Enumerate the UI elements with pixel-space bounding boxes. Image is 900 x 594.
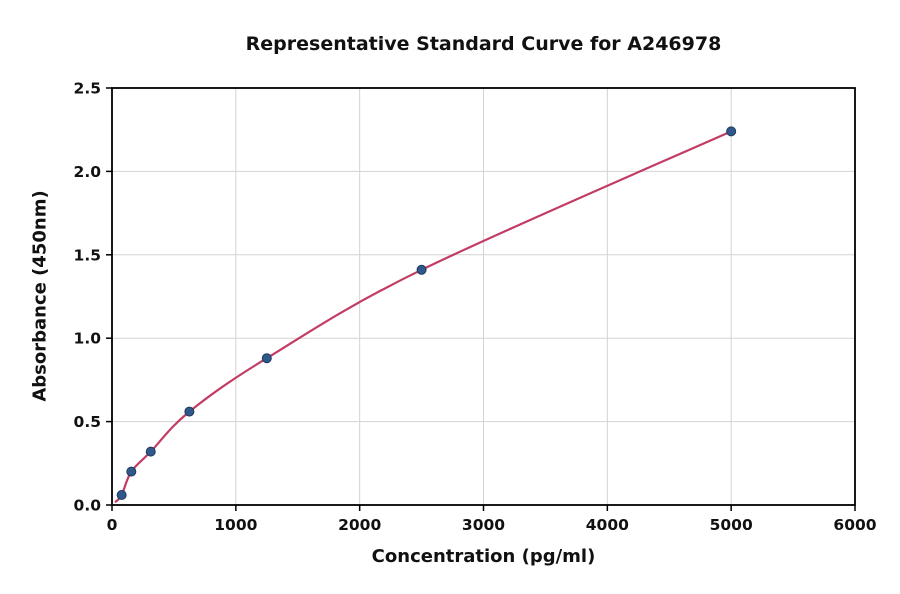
x-tick-label: 0 <box>107 516 118 534</box>
x-tick-label: 5000 <box>710 516 753 534</box>
x-tick-label: 1000 <box>214 516 257 534</box>
x-tick-label: 4000 <box>586 516 629 534</box>
standard-points <box>116 126 737 500</box>
gridlines <box>111 87 856 506</box>
x-tick-label: 3000 <box>462 516 505 534</box>
y-tick-label: 0.0 <box>74 497 102 515</box>
data-point <box>126 466 137 477</box>
data-point <box>145 446 156 457</box>
fitted-curve <box>114 130 733 503</box>
x-tick-label: 6000 <box>833 516 876 534</box>
data-point <box>726 126 737 137</box>
y-tick-label: 0.5 <box>74 413 101 431</box>
x-tick-label: 2000 <box>338 516 381 534</box>
data-point <box>261 353 272 364</box>
x-axis-label: Concentration (pg/ml) <box>371 546 596 567</box>
data-point <box>184 406 195 417</box>
tick-marks <box>106 87 856 511</box>
chart-title: Representative Standard Curve for A24697… <box>245 33 722 55</box>
y-tick-label: 2.5 <box>74 80 101 98</box>
y-tick-label: 1.5 <box>74 246 101 264</box>
data-point <box>116 489 127 500</box>
y-tick-label: 1.0 <box>74 330 102 348</box>
y-tick-label: 2.0 <box>74 163 102 181</box>
data-point <box>416 264 427 275</box>
